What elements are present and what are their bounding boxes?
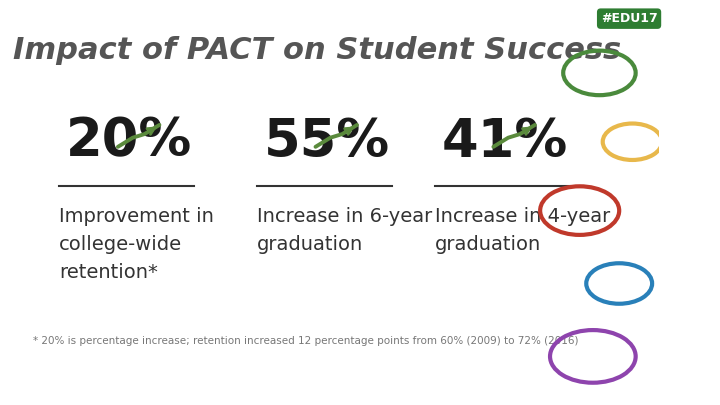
Text: 55%: 55% (264, 116, 390, 168)
Text: * 20% is percentage increase; retention increased 12 percentage points from 60% : * 20% is percentage increase; retention … (33, 336, 578, 346)
Text: #EDU17: #EDU17 (600, 12, 657, 25)
Text: 41%: 41% (441, 116, 567, 168)
Text: Increase in 6-year
graduation: Increase in 6-year graduation (257, 207, 432, 254)
Text: 20%: 20% (66, 116, 192, 168)
Text: Increase in 4-year
graduation: Increase in 4-year graduation (435, 207, 610, 254)
Text: Improvement in
college-wide
retention*: Improvement in college-wide retention* (59, 207, 214, 281)
Text: Impact of PACT on Student Success: Impact of PACT on Student Success (13, 36, 621, 66)
